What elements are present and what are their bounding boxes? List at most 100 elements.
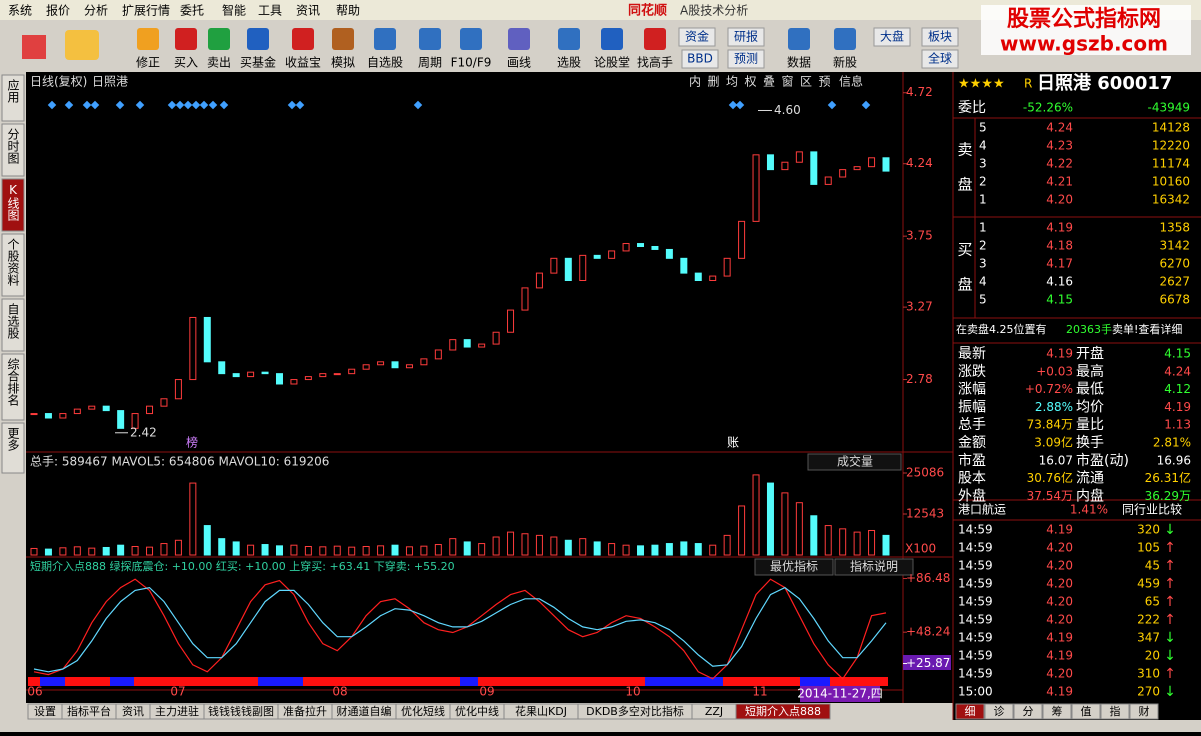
quote-panel xyxy=(953,72,1201,720)
tool-icon[interactable] xyxy=(208,28,230,50)
quote-tab[interactable]: 分 xyxy=(1023,705,1034,718)
chart-tool[interactable]: 删 xyxy=(707,75,719,89)
side-tab[interactable]: 分时图 xyxy=(6,128,20,164)
tool-button[interactable]: 新股 xyxy=(833,55,857,70)
chart-tool[interactable]: 均 xyxy=(726,75,738,89)
tool-button[interactable]: 找高手 xyxy=(637,55,673,70)
dropdown[interactable]: 成交量 xyxy=(837,454,873,469)
bottom-tab[interactable]: 优化短线 xyxy=(401,704,445,718)
tool-icon[interactable] xyxy=(788,28,810,50)
tool-icon[interactable] xyxy=(601,28,623,50)
tool-button[interactable]: 买入 xyxy=(174,56,198,70)
tool-button[interactable]: 画线 xyxy=(507,56,531,70)
tool-icon[interactable] xyxy=(374,28,396,50)
bottom-tab[interactable]: 花果山KDJ xyxy=(515,705,567,718)
small-button[interactable]: 研报 xyxy=(734,29,758,44)
tool-button[interactable]: 选股 xyxy=(557,56,581,70)
side-tab[interactable]: 综合排名 xyxy=(6,358,20,406)
menu-item[interactable]: 资讯 xyxy=(296,4,320,18)
bottom-tab[interactable]: ZZJ xyxy=(705,705,723,718)
bottom-tab[interactable]: 钱钱钱钱副图 xyxy=(208,704,274,718)
bottom-tab[interactable]: 优化中线 xyxy=(455,704,499,718)
quote-tab[interactable]: 诊 xyxy=(994,704,1005,718)
side-tab[interactable]: 更多 xyxy=(6,427,20,452)
chart-tool[interactable]: 信息 xyxy=(839,74,863,89)
chart-tool[interactable]: 权 xyxy=(744,75,756,89)
candle xyxy=(723,257,731,277)
price: 4.23 xyxy=(1046,139,1073,153)
tool-icon[interactable] xyxy=(137,28,159,50)
chart-tool[interactable]: 内 xyxy=(689,75,701,89)
bottom-tab[interactable]: DKDB多空对比指标 xyxy=(586,704,684,718)
chart-tool[interactable]: 窗 xyxy=(781,75,793,89)
tool-icon[interactable] xyxy=(834,28,856,50)
tool-icon[interactable] xyxy=(558,28,580,50)
menu-item[interactable]: 系统 xyxy=(8,4,32,18)
menu-item[interactable]: 扩展行情 xyxy=(122,4,170,18)
side-tab[interactable]: 自选股 xyxy=(6,303,20,340)
bottom-tab[interactable]: 主力进驻 xyxy=(155,704,199,718)
side-tab[interactable]: 个股资料 xyxy=(6,238,20,286)
quote-tab[interactable]: 细 xyxy=(965,705,976,718)
small-button[interactable]: 全球 xyxy=(928,51,952,66)
chart-tool[interactable]: 叠 xyxy=(763,75,775,89)
menu-item[interactable]: 委托 xyxy=(180,4,204,18)
small-button[interactable]: 资金 xyxy=(685,29,709,44)
tool-button[interactable]: 数据 xyxy=(787,55,811,70)
tool-icon[interactable] xyxy=(332,28,354,50)
menu-item[interactable]: 工具 xyxy=(258,4,282,18)
tool-button[interactable]: 买基金 xyxy=(240,55,276,70)
small-button[interactable]: 板块 xyxy=(928,30,952,44)
tool-icon[interactable] xyxy=(508,28,530,50)
stat-value: 36.29万 xyxy=(1145,489,1191,503)
small-button[interactable]: 预测 xyxy=(734,52,758,66)
tool-button[interactable]: 卖出 xyxy=(207,56,231,70)
tool-button[interactable]: 模拟 xyxy=(331,56,355,70)
indicator-button[interactable]: 最优指标 xyxy=(770,559,818,574)
quote-tab[interactable]: 财 xyxy=(1139,704,1150,718)
side-tab[interactable]: 应用 xyxy=(6,78,20,104)
tool-icon[interactable] xyxy=(644,28,666,50)
back-button[interactable] xyxy=(65,30,99,60)
bottom-tab[interactable]: 准备拉升 xyxy=(283,704,327,718)
quote-tab[interactable]: 指 xyxy=(1110,704,1121,718)
small-button[interactable]: 大盘 xyxy=(880,29,904,44)
chart-tool[interactable]: 区 xyxy=(800,75,812,89)
industry-compare[interactable]: 同行业比较 xyxy=(1122,502,1182,517)
candle xyxy=(218,361,226,375)
tool-button[interactable]: F10/F9 xyxy=(451,56,492,70)
dropdown-bg xyxy=(807,453,902,471)
tick-volume: 222 xyxy=(1137,613,1160,627)
tool-icon[interactable] xyxy=(292,28,314,50)
bottom-tab[interactable]: 财通道自编 xyxy=(337,704,392,718)
quote-tab[interactable]: 值 xyxy=(1081,705,1092,718)
tool-button[interactable]: 修正 xyxy=(136,55,160,70)
tool-button[interactable]: 周期 xyxy=(418,56,442,70)
menu-item[interactable]: 报价 xyxy=(46,3,70,18)
indicator-button[interactable]: 指标说明 xyxy=(850,559,898,574)
level: 4 xyxy=(979,275,987,289)
stat-label: 最新 xyxy=(958,346,986,362)
tool-button[interactable]: 论股堂 xyxy=(594,56,630,70)
side-tab[interactable]: K线图 xyxy=(6,183,20,221)
tool-icon[interactable] xyxy=(247,28,269,50)
menu-item[interactable]: 分析 xyxy=(84,4,108,18)
menu-item[interactable]: 帮助 xyxy=(336,4,360,18)
chart-tool[interactable]: 预 xyxy=(818,75,830,89)
bottom-tab[interactable]: 设置 xyxy=(34,705,56,718)
signal-diamond xyxy=(219,100,229,110)
bottom-tab[interactable]: 短期介入点888 xyxy=(745,704,821,718)
tool-icon[interactable] xyxy=(175,28,197,50)
tool-icon[interactable] xyxy=(419,28,441,50)
small-button[interactable]: BBD xyxy=(687,52,713,66)
candle xyxy=(694,272,702,282)
menu-item[interactable]: 智能 xyxy=(222,3,246,18)
notice[interactable]: 卖单!查看详细 xyxy=(1112,322,1182,336)
tool-icon[interactable] xyxy=(460,28,482,50)
bottom-tab[interactable]: 指标平台 xyxy=(67,704,111,718)
quote-tab[interactable]: 筹 xyxy=(1052,704,1063,718)
tool-button[interactable]: 自选股 xyxy=(367,56,403,70)
bottom-tab[interactable]: 资讯 xyxy=(122,705,144,718)
tool-button[interactable]: 收益宝 xyxy=(285,56,321,70)
